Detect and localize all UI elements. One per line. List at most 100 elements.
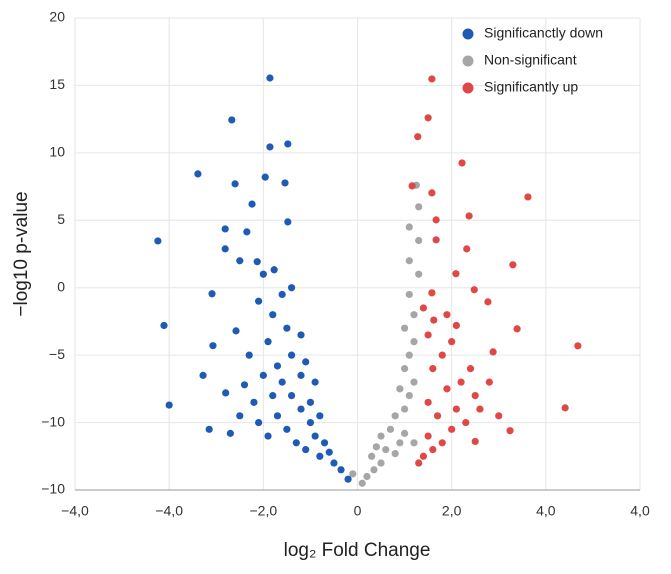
- point: [255, 297, 263, 305]
- point: [400, 365, 409, 373]
- point: [302, 358, 310, 366]
- point: [253, 258, 261, 266]
- point: [297, 371, 305, 379]
- y-tick-label: 20: [49, 9, 65, 25]
- y-tick-label: 0: [57, 278, 65, 294]
- point: [391, 449, 399, 458]
- legend-marker: [462, 82, 474, 94]
- point: [287, 351, 296, 359]
- point: [284, 218, 292, 226]
- point: [266, 74, 274, 82]
- point: [400, 324, 409, 332]
- y-tick-label: −5: [49, 346, 65, 362]
- point: [273, 412, 282, 420]
- point: [320, 439, 329, 447]
- point: [463, 245, 471, 253]
- point: [400, 429, 409, 437]
- point: [372, 443, 380, 451]
- point: [222, 389, 230, 397]
- point: [306, 418, 315, 427]
- point: [443, 385, 451, 393]
- point: [424, 398, 432, 406]
- point: [471, 437, 479, 446]
- point: [221, 225, 229, 233]
- point: [311, 432, 319, 440]
- point: [429, 365, 437, 373]
- y-tick-label: −10: [41, 481, 65, 497]
- point: [330, 459, 338, 467]
- point: [495, 412, 503, 420]
- point: [574, 342, 582, 350]
- x-tick-label: −4,0: [61, 503, 89, 519]
- point: [264, 432, 272, 440]
- point: [396, 439, 404, 447]
- point: [429, 445, 437, 454]
- point: [484, 298, 492, 306]
- point: [264, 338, 272, 346]
- point: [297, 331, 305, 339]
- point: [432, 216, 440, 224]
- point: [337, 466, 345, 474]
- point: [452, 405, 460, 413]
- point: [292, 439, 300, 447]
- x-tick-label: 0: [354, 503, 362, 519]
- x-tick-label: 2,0: [442, 503, 462, 519]
- point: [424, 331, 432, 339]
- point: [428, 75, 436, 83]
- y-axis-title: −log10 p-value: [11, 191, 32, 316]
- point: [415, 459, 423, 467]
- point: [465, 212, 473, 220]
- point: [228, 116, 236, 124]
- point: [273, 362, 282, 370]
- point: [316, 412, 324, 420]
- point: [524, 193, 532, 201]
- point: [269, 392, 277, 400]
- point: [415, 236, 423, 245]
- y-tick-label: −10: [41, 413, 65, 429]
- point: [284, 140, 292, 148]
- point: [466, 365, 475, 373]
- point: [415, 270, 423, 278]
- point: [278, 378, 286, 386]
- point: [452, 321, 460, 330]
- point: [509, 261, 517, 269]
- point: [489, 348, 497, 356]
- point: [194, 170, 202, 178]
- point: [248, 200, 256, 208]
- x-tick-label: −2,0: [250, 503, 278, 519]
- x-tick-label: −4,0: [155, 503, 183, 519]
- point: [287, 392, 296, 400]
- point: [325, 448, 333, 456]
- point: [405, 223, 413, 231]
- point: [311, 378, 319, 386]
- point: [400, 405, 409, 413]
- point: [250, 398, 258, 406]
- point: [231, 180, 239, 188]
- point: [452, 270, 460, 278]
- x-axis-title: log₂ Fold Change: [284, 540, 431, 561]
- point: [154, 237, 162, 245]
- point: [430, 316, 438, 324]
- point: [358, 479, 366, 487]
- point: [382, 445, 390, 454]
- point: [306, 398, 315, 406]
- point: [236, 412, 244, 420]
- point: [243, 228, 251, 236]
- point: [405, 351, 413, 359]
- point: [259, 270, 267, 278]
- point: [269, 311, 277, 319]
- point: [405, 257, 413, 265]
- point: [208, 290, 216, 298]
- point: [408, 182, 416, 190]
- point: [485, 378, 493, 386]
- point: [270, 266, 278, 274]
- point: [205, 425, 213, 433]
- point: [259, 371, 267, 379]
- point: [281, 179, 289, 187]
- point: [297, 405, 305, 413]
- point: [278, 290, 286, 299]
- point: [405, 290, 413, 299]
- point: [391, 412, 399, 420]
- point: [226, 429, 234, 437]
